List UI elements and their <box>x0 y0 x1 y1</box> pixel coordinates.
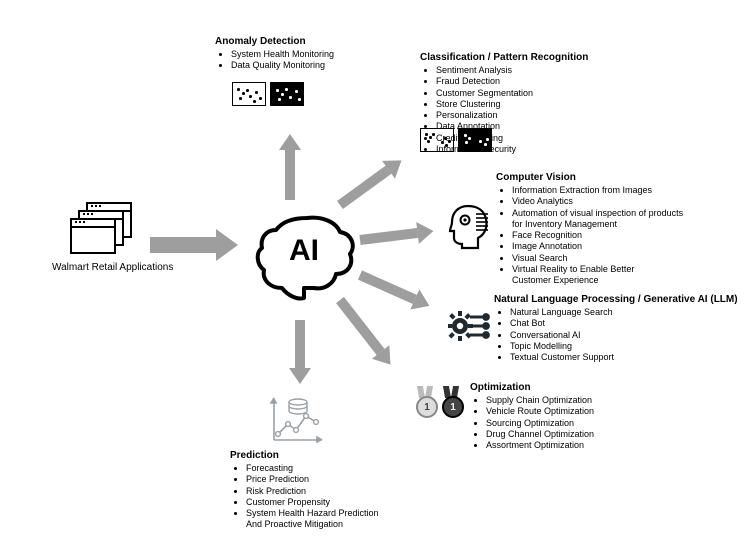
optimization-heading-block: Optimization Supply Chain Optimization V… <box>470 382 594 451</box>
cv-heading-block: Computer Vision Information Extraction f… <box>496 172 683 286</box>
list-item: Drug Channel Optimization <box>486 429 594 440</box>
list-item: Supply Chain Optimization <box>486 395 594 406</box>
list-item: Assortment Optimization <box>486 440 594 451</box>
list-item: Sentiment Analysis <box>436 65 588 76</box>
anomaly-icon <box>232 82 304 106</box>
ai-brain-icon: AI <box>254 212 360 309</box>
prediction-items: Forecasting Price Prediction Risk Predic… <box>230 463 379 531</box>
list-item: Risk Prediction <box>246 486 379 497</box>
nlp-heading: Natural Language Processing / Generative… <box>494 294 738 305</box>
cv-items: Information Extraction from Images Video… <box>496 185 683 286</box>
optimization-icon: 1 1 <box>414 386 462 416</box>
nlp-heading-block: Natural Language Processing / Generative… <box>494 294 738 363</box>
list-item: Conversational AI <box>510 330 738 341</box>
classification-heading: Classification / Pattern Recognition <box>420 52 588 63</box>
list-item: Natural Language Search <box>510 307 738 318</box>
list-item: Customer Segmentation <box>436 88 588 99</box>
list-item: Textual Customer Support <box>510 352 738 363</box>
optimization-items: Supply Chain Optimization Vehicle Route … <box>470 395 594 451</box>
prediction-heading-block: Prediction Forecasting Price Prediction … <box>230 450 379 531</box>
medal-icon: 1 <box>440 386 462 416</box>
list-item: System Health Hazard Prediction <box>246 508 379 519</box>
list-item: Data Quality Monitoring <box>231 60 334 71</box>
list-item: Customer Propensity <box>246 497 379 508</box>
anomaly-heading: Anomaly Detection <box>215 36 334 47</box>
list-item: Chat Bot <box>510 318 738 329</box>
list-item: Video Analytics <box>512 196 683 207</box>
list-item: Virtual Reality to Enable Better <box>512 264 683 275</box>
ai-brain-label: AI <box>289 234 319 267</box>
anomaly-items: System Health Monitoring Data Quality Mo… <box>215 49 334 72</box>
source-icon <box>70 202 140 258</box>
nlp-icon <box>448 308 490 349</box>
list-item: Personalization <box>436 110 588 121</box>
list-item: System Health Monitoring <box>231 49 334 60</box>
list-item: Topic Modelling <box>510 341 738 352</box>
list-item: Visual Search <box>512 253 683 264</box>
list-item: Forecasting <box>246 463 379 474</box>
diagram-canvas: Walmart Retail Applications AI Anomaly D… <box>0 0 750 541</box>
list-item: Automation of visual inspection of produ… <box>512 208 683 219</box>
list-item: Price Prediction <box>246 474 379 485</box>
list-item: Store Clustering <box>436 99 588 110</box>
prediction-icon <box>266 394 328 453</box>
classification-icon <box>420 128 492 152</box>
cv-heading: Computer Vision <box>496 172 683 183</box>
medal-icon: 1 <box>414 386 436 416</box>
list-item: for Inventory Management <box>512 219 683 230</box>
list-item: Fraud Detection <box>436 76 588 87</box>
list-item: Image Annotation <box>512 241 683 252</box>
source-label: Walmart Retail Applications <box>52 262 173 273</box>
list-item: Information Extraction from Images <box>512 185 683 196</box>
optimization-heading: Optimization <box>470 382 594 393</box>
nlp-items: Natural Language Search Chat Bot Convers… <box>494 307 738 363</box>
list-item: Vehicle Route Optimization <box>486 406 594 417</box>
list-item: And Proactive Mitigation <box>246 519 379 530</box>
cv-icon <box>448 204 492 255</box>
anomaly-heading-block: Anomaly Detection System Health Monitori… <box>215 36 334 72</box>
list-item: Face Recognition <box>512 230 683 241</box>
list-item: Sourcing Optimization <box>486 418 594 429</box>
list-item: Customer Experience <box>512 275 683 286</box>
